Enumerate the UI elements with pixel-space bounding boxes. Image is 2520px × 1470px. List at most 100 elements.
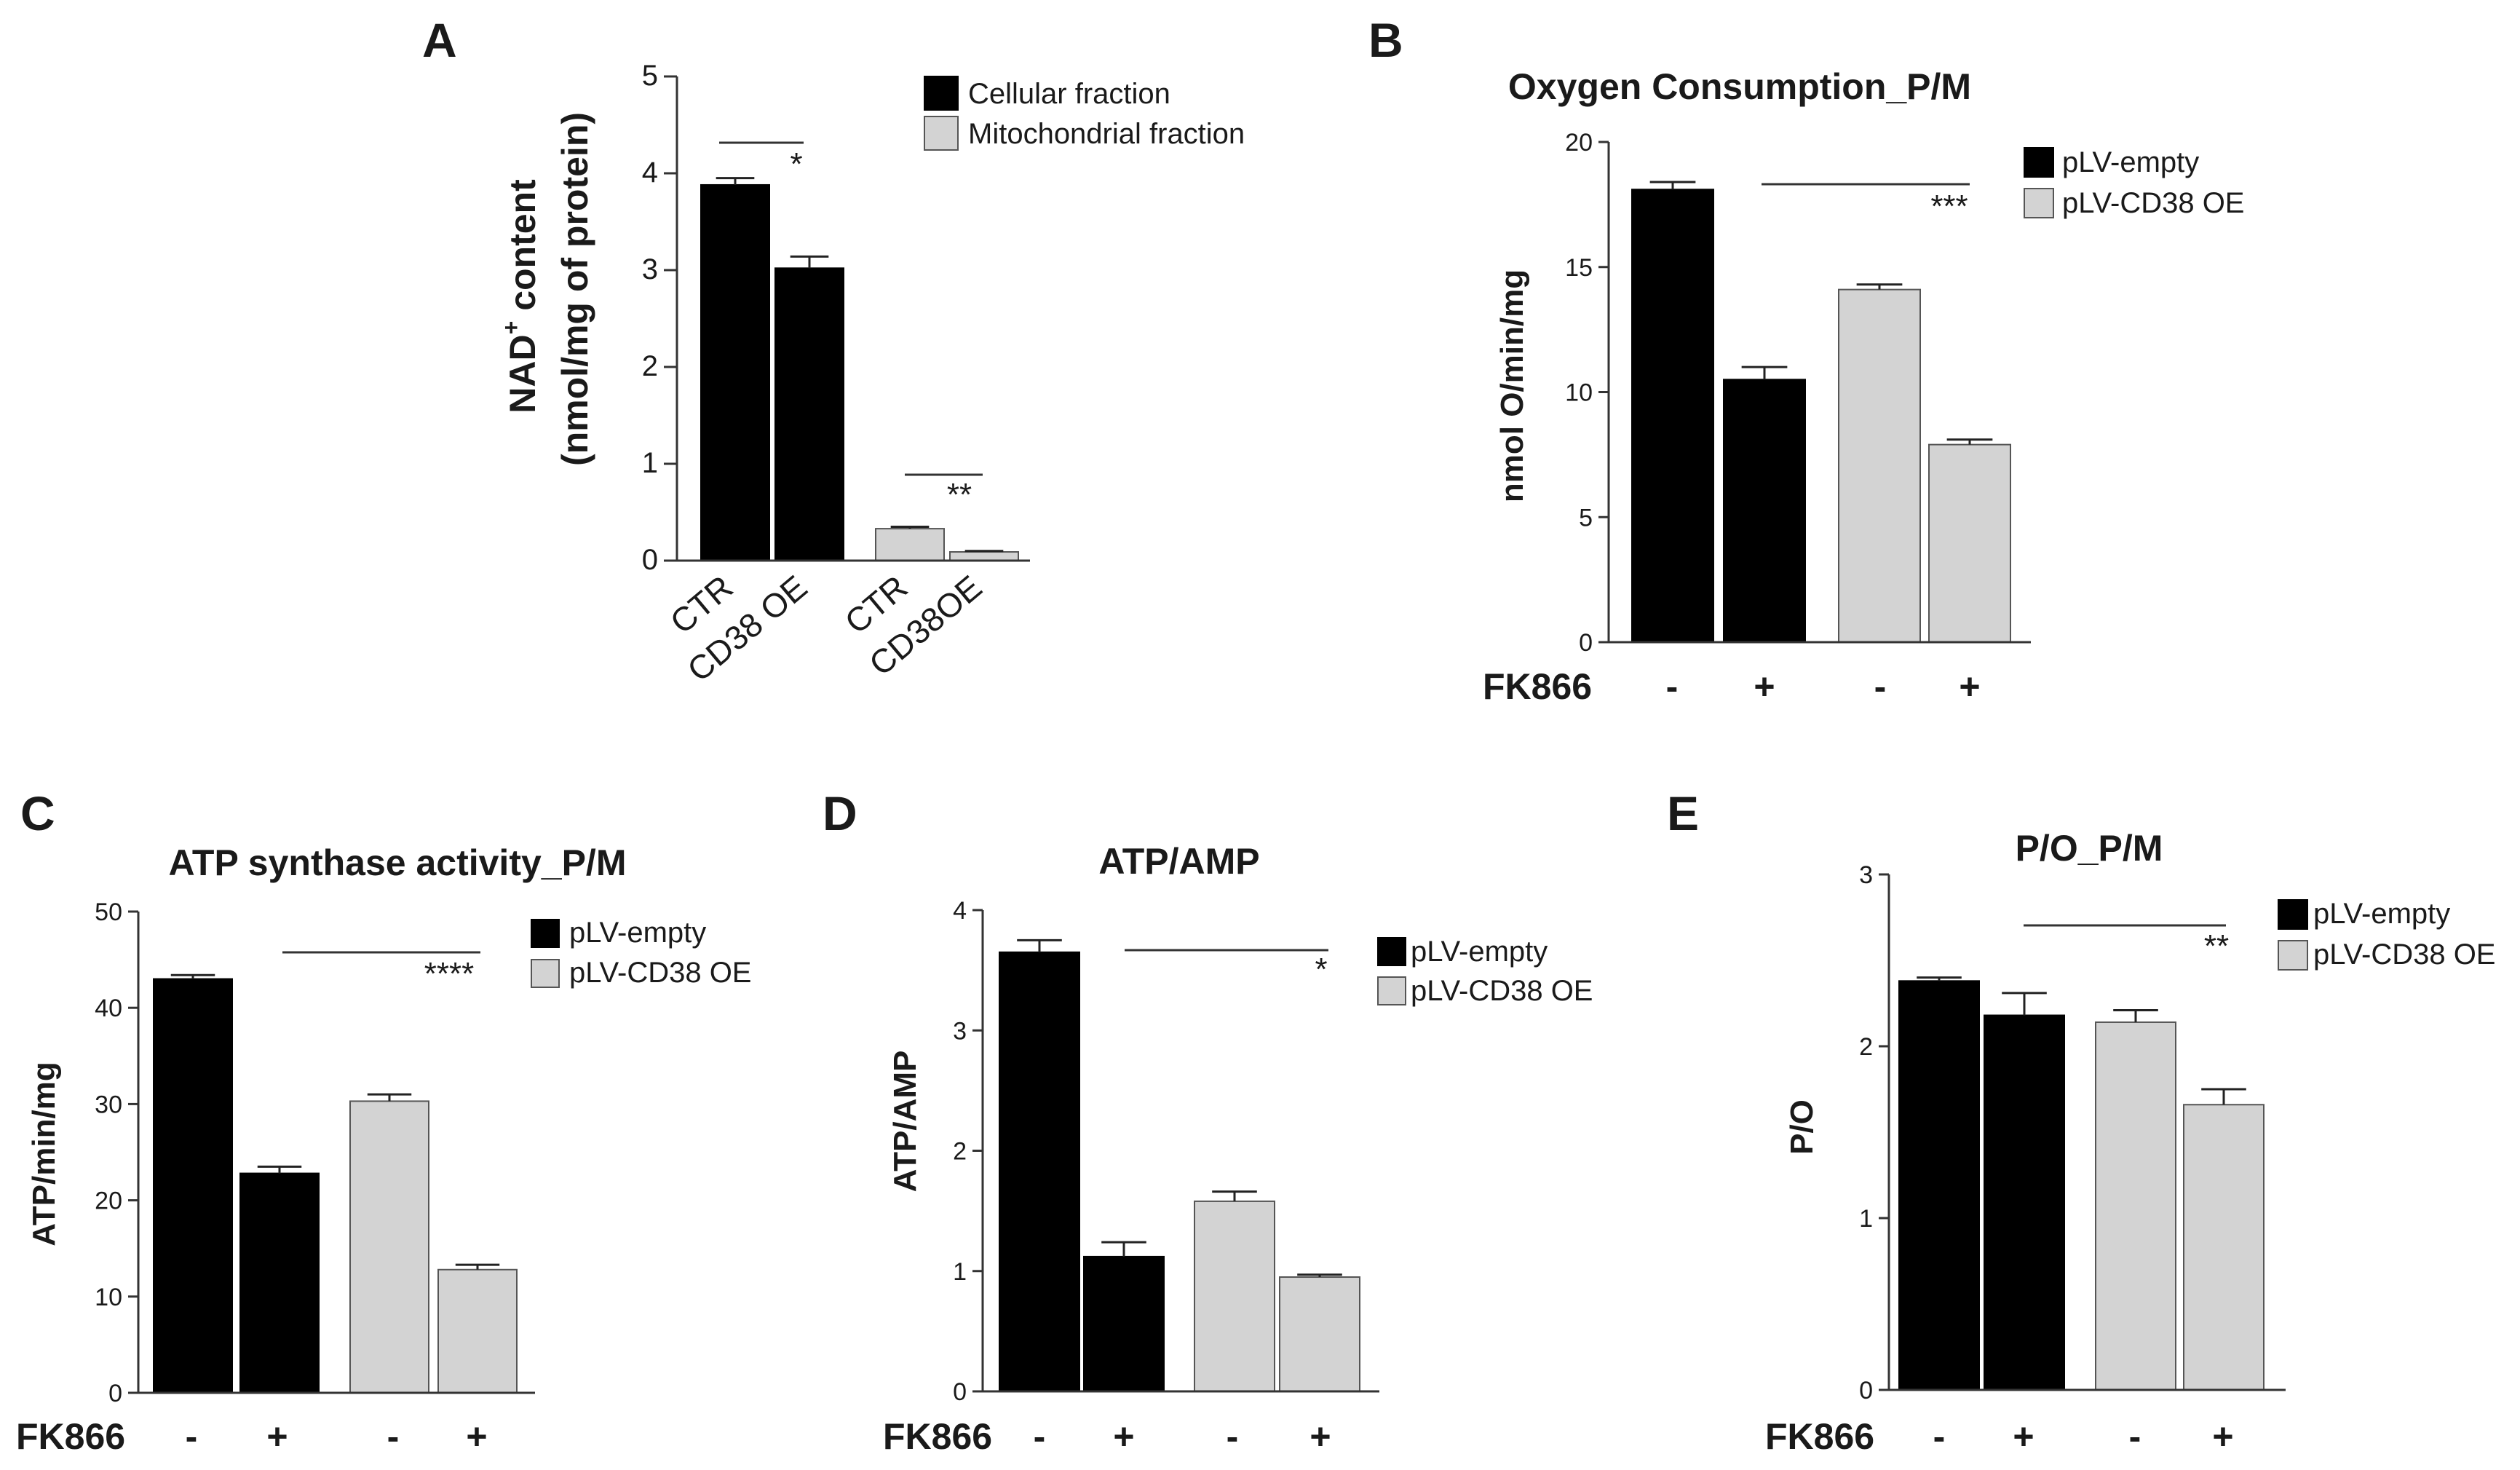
panel-b-y-tick-label: 10 (1565, 379, 1593, 407)
panel-e-y-tick-label: 1 (1859, 1205, 1873, 1233)
panel-b-bar-2 (1723, 379, 1806, 643)
panel-a-significance: * ** (719, 141, 983, 513)
panel-d-y-tick-label: 0 (953, 1378, 967, 1406)
panel-d-significance: * (1315, 952, 1327, 987)
panel-c-y-tick-label: 40 (95, 995, 122, 1022)
panel-a-bar-3 (875, 528, 945, 561)
panel-d-error-bar-2 (1101, 1241, 1146, 1257)
panel-e-fk866-sign: - (1933, 1416, 1946, 1457)
panel-b-fk866-sign: + (1959, 666, 1980, 707)
panel-a-y-tick-label: 0 (642, 544, 658, 576)
panel-b-y-tick-label: 15 (1565, 254, 1593, 282)
panel-c-bar-3 (349, 1100, 429, 1394)
panel-b-fk866-row: FK866 - + - + (1483, 666, 1981, 707)
legend-label-mitochondrial: Mitochondrial fraction (968, 118, 1245, 150)
panel-d-letter: D (823, 786, 857, 840)
panel-d-error-bar-3 (1212, 1190, 1257, 1201)
panel-b-bar-4 (1928, 443, 2011, 643)
panel-c-title: ATP synthase activity_P/M (169, 842, 627, 883)
panel-d-title: ATP/AMP (1098, 841, 1259, 882)
panel-e-y-tick-label: 2 (1859, 1033, 1873, 1061)
panel-a-bar-2 (774, 267, 844, 561)
legend-swatch-plv-empty (531, 919, 560, 948)
legend-swatch-plv-cd38 (531, 959, 560, 988)
panel-d-legend: pLV-empty pLV-CD38 OE (1377, 936, 1593, 1007)
panel-e-bar-4 (2183, 1104, 2265, 1391)
panel-c: C ATP synthase activity_P/M ATP/min/mg 0… (16, 786, 752, 1457)
panel-e-fk866-label: FK866 (1765, 1416, 1874, 1457)
panel-c-error-bar-3 (367, 1093, 412, 1102)
panel-e-bars (1898, 976, 2265, 1391)
panel-b-letter: B (1368, 13, 1403, 67)
panel-d-y-tick-label: 3 (953, 1017, 967, 1045)
panel-b-y-tick-label: 0 (1579, 629, 1593, 657)
legend-label-plv-empty: pLV-empty (1411, 936, 1548, 968)
panel-e-fk866-sign: - (2129, 1416, 2141, 1457)
legend-swatch-plv-cd38 (2024, 188, 2054, 218)
panel-d-fk866-sign: + (1309, 1416, 1331, 1457)
panel-a-bar-4 (949, 551, 1019, 562)
panel-a-y-tick-label: 3 (642, 253, 658, 285)
panel-c-ylabel: ATP/min/mg (26, 1062, 62, 1246)
panel-a-error-bar-3 (890, 525, 930, 529)
panel-c-bar-4 (437, 1268, 518, 1394)
panel-d-fk866-sign: - (1227, 1416, 1239, 1457)
panel-c-fk866-label: FK866 (16, 1416, 125, 1457)
panel-e-bar-3 (2095, 1021, 2176, 1391)
panel-a-y-tick-label: 5 (642, 60, 658, 92)
panel-c-fk866-sign: - (186, 1416, 198, 1457)
legend-swatch-plv-empty (1377, 937, 1406, 966)
panel-a-ylabel-line2: (nmol/mg of protein) (555, 112, 595, 466)
panel-e-fk866-sign: + (2212, 1416, 2233, 1457)
panel-a-error-bar-4 (964, 550, 1004, 553)
panel-c-error-bar-2 (257, 1165, 302, 1174)
panel-b-error-bar-4 (1946, 438, 1993, 445)
panel-e: E P/O_P/M P/O 0 1 2 3 FK866 - + - + ** pLV-… (1667, 786, 2496, 1457)
legend-swatch-plv-cd38 (2278, 940, 2308, 971)
panel-c-letter: C (20, 786, 55, 840)
panel-d-bar-2 (1083, 1255, 1165, 1393)
panel-d-y-axis: 0 1 2 3 4 (953, 897, 984, 1406)
panel-e-bar-2 (1984, 1014, 2065, 1391)
panel-c-y-tick-label: 0 (108, 1380, 122, 1407)
panel-a-y-axis: 0 1 2 3 4 5 (642, 60, 678, 576)
panel-b-y-axis: 0 5 10 15 20 (1565, 129, 1610, 657)
panel-c-fk866-sign: + (266, 1416, 288, 1457)
panel-d-error-bar-4 (1297, 1273, 1342, 1278)
panel-d-bar-3 (1194, 1200, 1275, 1393)
panel-d-y-tick-label: 4 (953, 897, 967, 925)
panel-d-error-bar-1 (1017, 938, 1062, 952)
panel-d-fk866-sign: + (1113, 1416, 1134, 1457)
panel-e-error-bar-2 (2002, 992, 2047, 1016)
panel-d-fk866-label: FK866 (883, 1416, 992, 1457)
panel-c-significance: **** (424, 956, 475, 992)
panel-b-ylabel: nmol O/min/mg (1494, 269, 1530, 502)
panel-d-y-tick-label: 2 (953, 1138, 967, 1166)
panel-e-fk866-row: FK866 - + - + (1765, 1416, 2234, 1457)
panel-a-sig-mito: ** (947, 477, 972, 513)
panel-b: B Oxygen Consumption_P/M nmol O/min/mg 0… (1368, 13, 2245, 707)
panel-c-bars (153, 973, 518, 1394)
panel-d-ylabel: ATP/AMP (887, 1051, 923, 1193)
panel-c-legend: pLV-empty pLV-CD38 OE (531, 917, 752, 989)
panel-a-sig-cellular: * (790, 146, 802, 182)
panel-e-title: P/O_P/M (2016, 828, 2163, 869)
panel-e-letter: E (1667, 786, 1699, 840)
panel-a-error-bar-1 (716, 177, 755, 185)
panel-d-fk866-sign: - (1034, 1416, 1046, 1457)
panel-d-bar-4 (1279, 1276, 1360, 1392)
legend-label-cellular: Cellular fraction (968, 78, 1170, 110)
legend-swatch-plv-cd38 (1377, 976, 1406, 1005)
panel-e-significance: ** (2204, 928, 2229, 964)
panel-a-letter: A (422, 13, 457, 67)
panel-c-bar-2 (239, 1172, 320, 1394)
panel-a-bar-1 (700, 183, 770, 561)
panel-c-bar-1 (153, 978, 233, 1394)
legend-label-plv-cd38: pLV-CD38 OE (569, 957, 752, 989)
panel-b-legend: pLV-empty pLV-CD38 OE (2024, 146, 2245, 219)
panel-a-legend: Cellular fraction Mitochondrial fraction (924, 76, 1245, 151)
panel-b-fk866-sign: + (1754, 666, 1775, 707)
panel-b-error-bar-3 (1856, 283, 1903, 290)
panel-b-fk866-label: FK866 (1483, 666, 1592, 707)
